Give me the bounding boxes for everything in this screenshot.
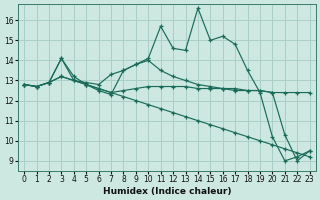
X-axis label: Humidex (Indice chaleur): Humidex (Indice chaleur) bbox=[103, 187, 231, 196]
